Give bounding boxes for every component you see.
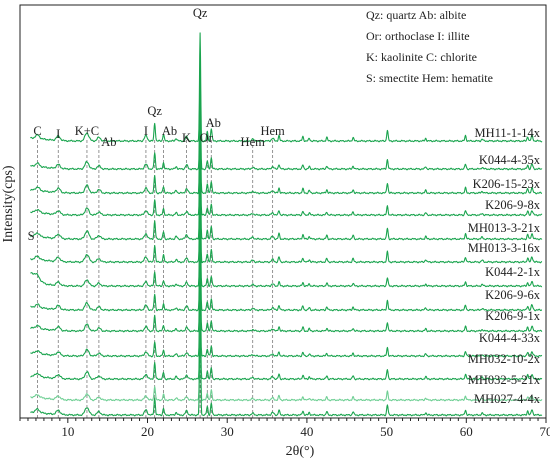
trace-k206-9-1x (30, 240, 543, 333)
trace-k044-4-33x (30, 271, 543, 358)
peak-annotation: Hem (260, 124, 285, 138)
trace-mh013-3-16x (30, 159, 543, 264)
series-label: MH013-3-21x (468, 221, 541, 235)
trace-k044-2-1x (30, 201, 543, 288)
trace-k206-9-8x (30, 124, 543, 217)
x-tick-label: 40 (300, 424, 313, 439)
peak-annotation: I (56, 127, 60, 141)
series-label: MH027-4-4x (474, 392, 541, 406)
series-label: MH11-1-14x (474, 126, 540, 140)
peak-annotation: Or (200, 131, 214, 145)
x-axis-ticks: 10 20 30 40 50 60 70 (19, 418, 550, 439)
peak-annotation: Hem (241, 135, 266, 149)
legend: Qz: quartz Ab: albite Or: orthoclase I: i… (366, 8, 493, 85)
peak-annotation: Ab (206, 116, 221, 130)
trace-k044-4-35x (30, 71, 543, 171)
y-axis-label: Intensity(cps) (1, 165, 16, 242)
x-axis-label: 2θ(°) (286, 444, 315, 459)
legend-entry: S: smectite Hem: hematite (366, 71, 493, 85)
trace-k206-15-23x (30, 90, 543, 195)
peak-annotation: S (28, 229, 35, 243)
legend-entry: Or: orthoclase I: illite (366, 29, 470, 43)
series-label: K044-4-35x (479, 153, 541, 167)
x-tick-label: 10 (61, 424, 74, 439)
x-tick-label: 60 (460, 424, 473, 439)
legend-entry: K: kaolinite C: chlorite (366, 50, 477, 64)
x-tick-label: 70 (540, 424, 550, 439)
trace-mh032-10-2x (30, 282, 543, 381)
x-tick-label: 20 (141, 424, 154, 439)
trace-mh027-4-4x (30, 311, 543, 417)
trace-k206-9-6x (30, 213, 543, 312)
series-label: K206-9-8x (485, 198, 541, 212)
peak-annotation: C (33, 124, 41, 138)
legend-entry: Qz: quartz Ab: albite (366, 8, 466, 22)
peak-annotation: Ab (162, 124, 177, 138)
series-label: MH032-10-2x (468, 352, 541, 366)
series-label: K206-9-6x (485, 288, 541, 302)
trace-mh013-3-21x (30, 130, 543, 241)
series-label: K044-2-1x (485, 265, 541, 279)
series-label: K206-15-23x (473, 177, 541, 191)
peak-annotation: Ab (101, 135, 116, 149)
series-label: MH013-3-16x (468, 241, 541, 255)
series-labels: MH11-1-14x K044-4-35x K206-15-23x K206-9-8x… (468, 126, 541, 406)
series-label: K044-4-33x (479, 331, 541, 345)
peak-annotation: Qz (193, 6, 208, 20)
series-label: K206-9-1x (485, 309, 541, 323)
peak-annotation: I (144, 124, 148, 138)
x-tick-label: 50 (380, 424, 393, 439)
peak-annotation: K+C (75, 124, 99, 138)
peak-annotation: Qz (147, 104, 162, 118)
trace-mh032-5-21x (30, 315, 543, 402)
x-tick-label: 30 (221, 424, 234, 439)
trace-mh11-1-14x (30, 32, 543, 143)
diffraction-traces (30, 32, 543, 417)
series-label: MH032-5-21x (468, 373, 541, 387)
peak-annotation: K (182, 131, 191, 145)
